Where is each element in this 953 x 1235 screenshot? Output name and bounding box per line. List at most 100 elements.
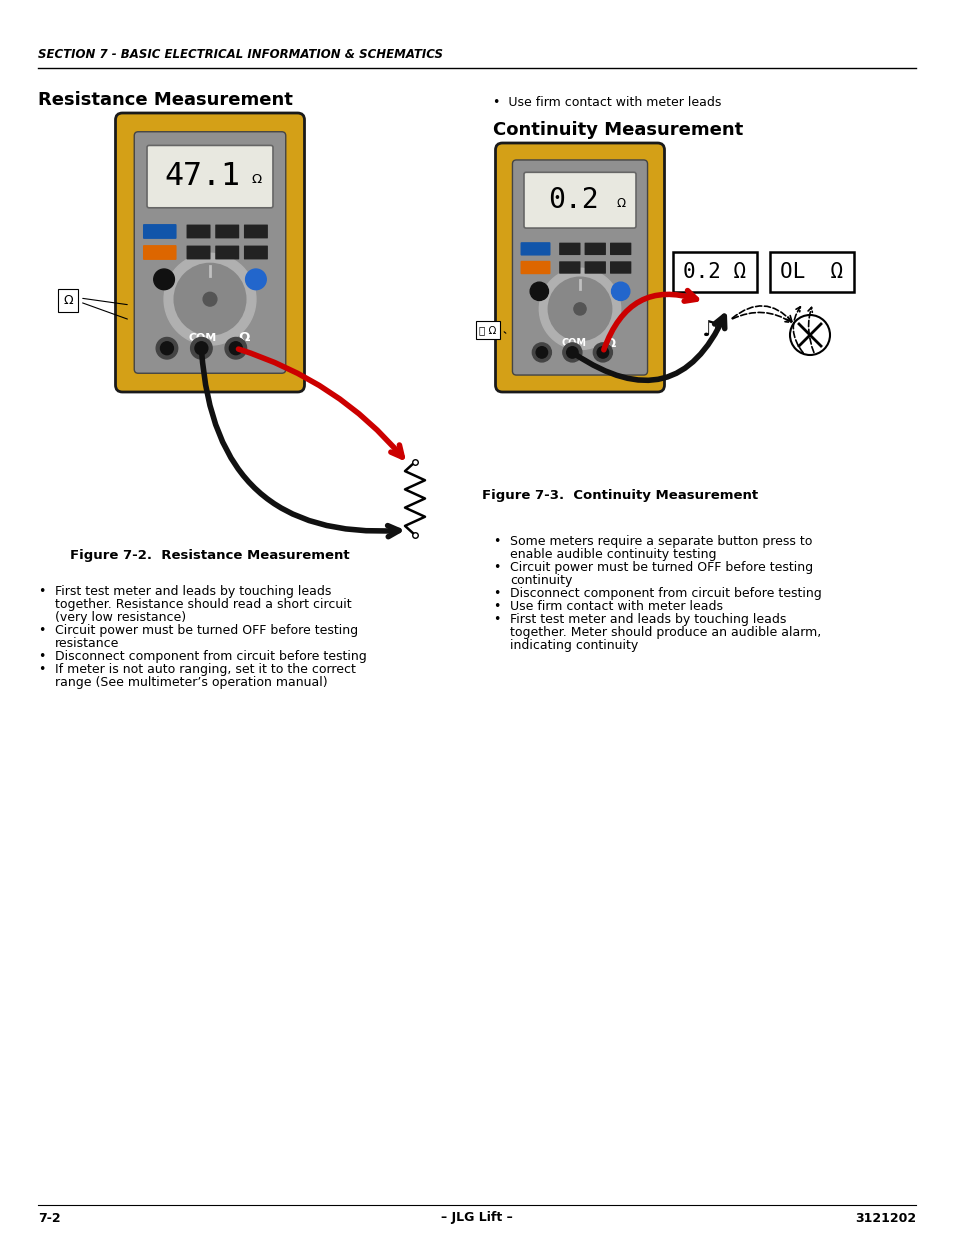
Circle shape	[536, 347, 547, 358]
Circle shape	[538, 268, 620, 350]
Text: •: •	[493, 600, 500, 613]
Text: (very low resistance): (very low resistance)	[55, 611, 186, 624]
FancyBboxPatch shape	[143, 245, 176, 259]
Text: COM: COM	[560, 338, 585, 348]
Text: Resistance Measurement: Resistance Measurement	[38, 91, 293, 109]
FancyBboxPatch shape	[187, 246, 211, 259]
Text: If meter is not auto ranging, set it to the correct: If meter is not auto ranging, set it to …	[55, 663, 355, 676]
Text: SECTION 7 - BASIC ELECTRICAL INFORMATION & SCHEMATICS: SECTION 7 - BASIC ELECTRICAL INFORMATION…	[38, 48, 442, 62]
Text: together. Meter should produce an audible alarm,: together. Meter should produce an audibl…	[510, 626, 821, 638]
Circle shape	[611, 282, 629, 300]
Text: Disconnect component from circuit before testing: Disconnect component from circuit before…	[510, 587, 821, 600]
FancyBboxPatch shape	[187, 225, 211, 238]
FancyBboxPatch shape	[584, 242, 605, 256]
Text: indicating continuity: indicating continuity	[510, 638, 638, 652]
Text: Ω: Ω	[238, 331, 250, 345]
Text: Circuit power must be turned OFF before testing: Circuit power must be turned OFF before …	[510, 561, 812, 574]
FancyBboxPatch shape	[523, 173, 636, 228]
Text: 47.1: 47.1	[165, 161, 240, 193]
FancyBboxPatch shape	[215, 225, 239, 238]
Text: 3121202: 3121202	[854, 1212, 915, 1224]
FancyArrowPatch shape	[793, 306, 802, 353]
FancyBboxPatch shape	[558, 262, 579, 274]
Circle shape	[530, 282, 548, 300]
Text: Circuit power must be turned OFF before testing: Circuit power must be turned OFF before …	[55, 624, 357, 637]
Text: •: •	[38, 650, 46, 663]
FancyBboxPatch shape	[244, 246, 268, 259]
Text: – JLG Lift –: – JLG Lift –	[440, 1212, 513, 1224]
FancyArrowPatch shape	[731, 306, 791, 321]
FancyBboxPatch shape	[495, 143, 664, 391]
Text: 0.2 Ω: 0.2 Ω	[682, 262, 746, 282]
Text: First test meter and leads by touching leads: First test meter and leads by touching l…	[55, 585, 331, 598]
FancyBboxPatch shape	[115, 112, 304, 391]
Circle shape	[532, 343, 551, 362]
Circle shape	[174, 263, 246, 335]
Circle shape	[229, 342, 242, 354]
Text: 7-2: 7-2	[38, 1212, 61, 1224]
Text: ⦾ Ω: ⦾ Ω	[478, 325, 497, 335]
Text: 0.2: 0.2	[548, 186, 598, 214]
Text: First test meter and leads by touching leads: First test meter and leads by touching l…	[510, 613, 785, 626]
FancyArrowPatch shape	[732, 312, 790, 322]
FancyArrowPatch shape	[238, 350, 402, 457]
Text: Some meters require a separate button press to: Some meters require a separate button pr…	[510, 535, 812, 548]
FancyArrowPatch shape	[574, 316, 724, 380]
FancyBboxPatch shape	[584, 262, 605, 274]
Text: •: •	[38, 585, 46, 598]
Text: Ω: Ω	[63, 294, 72, 306]
Text: OL  Ω: OL Ω	[780, 262, 842, 282]
Text: Figure 7-2.  Resistance Measurement: Figure 7-2. Resistance Measurement	[71, 548, 350, 562]
Text: Figure 7-3.  Continuity Measurement: Figure 7-3. Continuity Measurement	[481, 489, 758, 501]
Text: resistance: resistance	[55, 637, 119, 650]
FancyBboxPatch shape	[609, 262, 631, 274]
Circle shape	[156, 337, 177, 359]
Circle shape	[574, 303, 585, 315]
Text: COM: COM	[189, 332, 216, 343]
FancyArrowPatch shape	[807, 308, 813, 352]
Circle shape	[194, 342, 208, 354]
FancyBboxPatch shape	[520, 261, 550, 274]
Text: •: •	[493, 561, 500, 574]
FancyBboxPatch shape	[609, 242, 631, 256]
Circle shape	[597, 347, 608, 358]
FancyBboxPatch shape	[512, 161, 647, 375]
Circle shape	[153, 269, 174, 290]
Circle shape	[160, 342, 173, 354]
Circle shape	[203, 293, 216, 306]
FancyBboxPatch shape	[558, 242, 579, 256]
Circle shape	[789, 315, 829, 354]
Circle shape	[593, 343, 612, 362]
Text: •: •	[38, 624, 46, 637]
Circle shape	[566, 347, 578, 358]
Text: Ω: Ω	[605, 337, 615, 350]
Circle shape	[191, 337, 212, 359]
FancyBboxPatch shape	[520, 242, 550, 256]
FancyBboxPatch shape	[134, 132, 286, 373]
Circle shape	[245, 269, 266, 290]
FancyArrowPatch shape	[603, 290, 696, 350]
Text: •  Use firm contact with meter leads: • Use firm contact with meter leads	[493, 96, 720, 110]
Text: together. Resistance should read a short circuit: together. Resistance should read a short…	[55, 598, 352, 611]
FancyBboxPatch shape	[244, 225, 268, 238]
Text: Disconnect component from circuit before testing: Disconnect component from circuit before…	[55, 650, 366, 663]
Text: Continuity Measurement: Continuity Measurement	[493, 121, 742, 140]
Text: range (See multimeter’s operation manual): range (See multimeter’s operation manual…	[55, 676, 327, 689]
FancyBboxPatch shape	[215, 246, 239, 259]
FancyBboxPatch shape	[143, 224, 176, 238]
Circle shape	[225, 337, 246, 359]
Circle shape	[164, 253, 255, 345]
Circle shape	[562, 343, 581, 362]
Text: •: •	[493, 613, 500, 626]
Text: •: •	[38, 663, 46, 676]
Text: •: •	[493, 587, 500, 600]
FancyArrowPatch shape	[201, 351, 398, 537]
Text: Ω: Ω	[616, 196, 625, 210]
Text: continuity: continuity	[510, 574, 572, 587]
Circle shape	[548, 277, 611, 341]
Text: ♫: ♫	[700, 320, 720, 340]
Text: Use firm contact with meter leads: Use firm contact with meter leads	[510, 600, 722, 613]
Text: enable audible continuity testing: enable audible continuity testing	[510, 548, 716, 561]
FancyBboxPatch shape	[147, 146, 273, 207]
Text: Ω: Ω	[251, 173, 261, 186]
